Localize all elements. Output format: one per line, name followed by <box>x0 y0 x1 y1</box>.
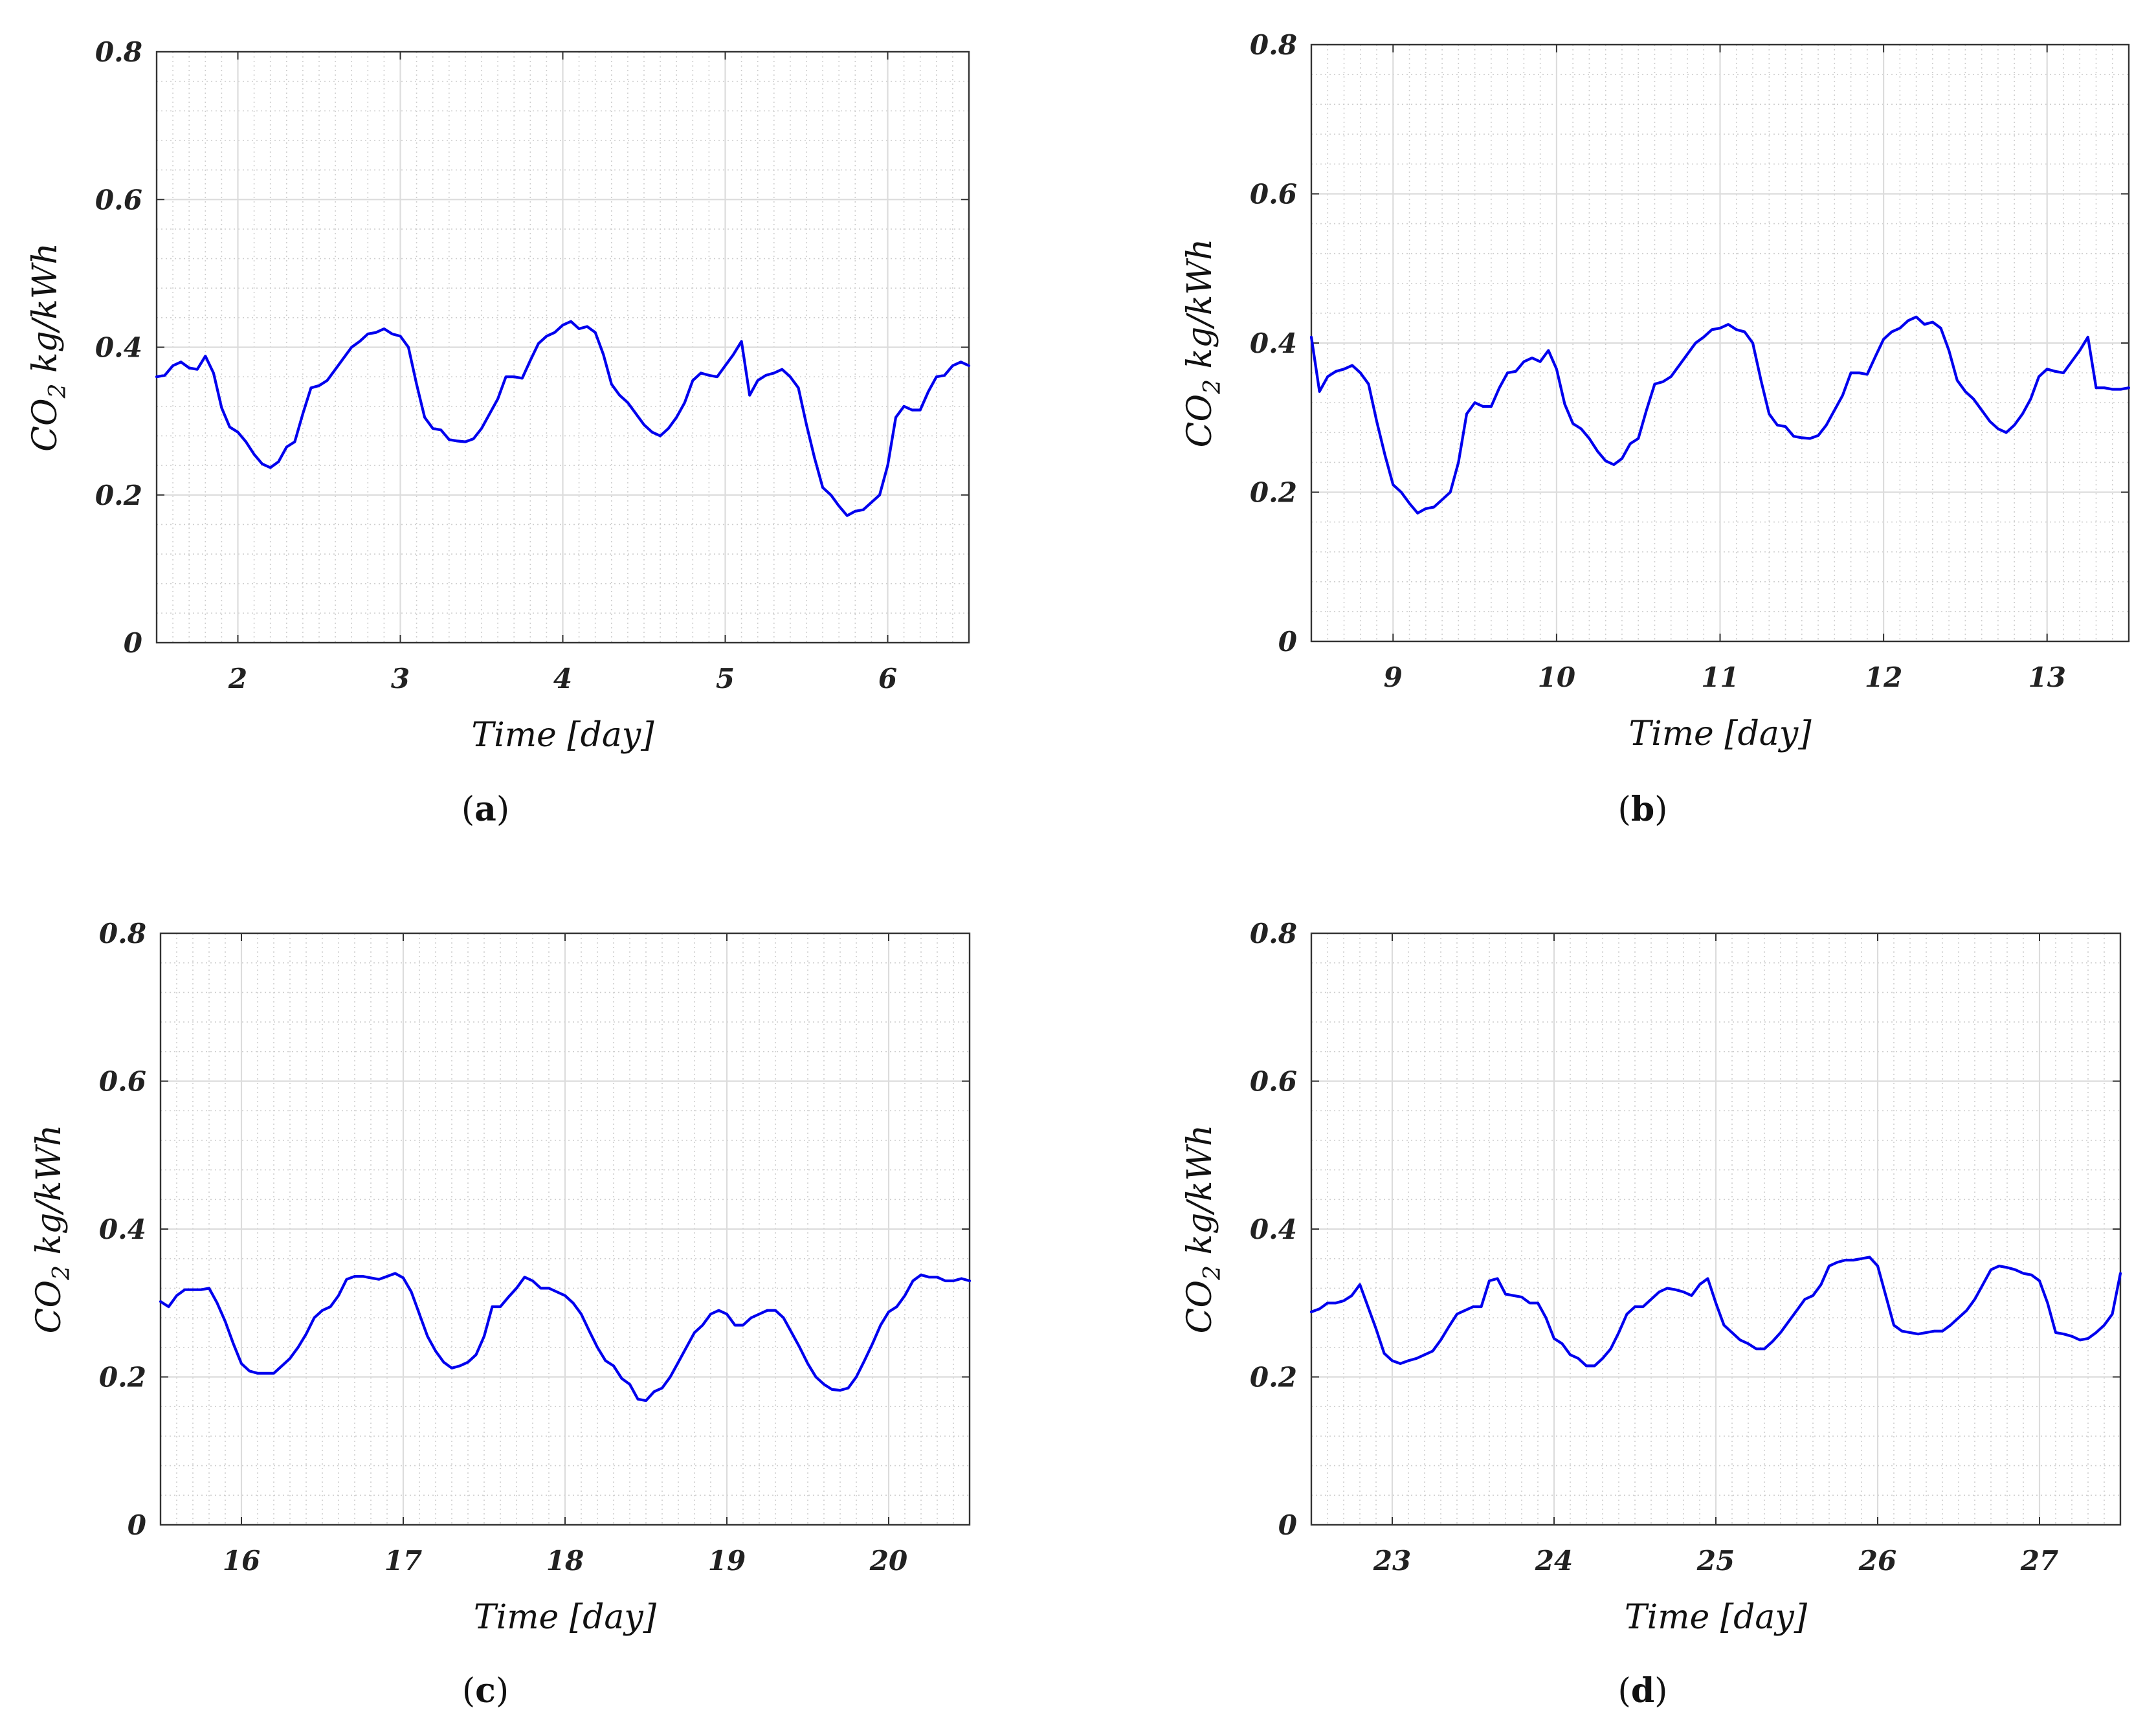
y-tick-label: 0.6 <box>1250 179 1297 210</box>
y-tick-label: 0 <box>128 1509 146 1541</box>
y-axis-label-subscript: 2 <box>45 383 71 399</box>
y-tick-label: 0.6 <box>1250 1066 1297 1098</box>
y-tick-label: 0.2 <box>95 480 142 511</box>
x-tick-label: 20 <box>869 1545 907 1577</box>
x-tick-label: 11 <box>1701 661 1739 693</box>
x-tick-label: 23 <box>1373 1545 1411 1577</box>
caption-letter: c <box>475 1671 496 1711</box>
y-tick-label: 0 <box>1278 626 1297 658</box>
y-axis-label-prefix: CO <box>1181 1280 1219 1333</box>
x-axis-label: Time [day] <box>474 1598 657 1637</box>
x-tick-label: 25 <box>1696 1545 1735 1577</box>
x-tick-label: 12 <box>1865 661 1902 693</box>
caption-open: ( <box>1618 790 1631 829</box>
panel-caption: (c) <box>462 1671 509 1711</box>
data-line <box>159 1272 972 1403</box>
y-axis-label-prefix: CO <box>1181 394 1219 447</box>
x-tick-label: 26 <box>1858 1545 1896 1577</box>
panel-c: 16 17 18 19 20 0 0.2 0.4 0.6 0.8 Time [day] CO2 kg/… <box>30 918 972 1711</box>
x-tick-label: 5 <box>716 663 735 694</box>
x-tick-label: 10 <box>1538 661 1575 693</box>
y-axis-label: CO2 kg/kWh <box>26 243 71 452</box>
data-line <box>1309 315 2131 515</box>
x-tick-label: 17 <box>384 1545 422 1577</box>
x-axis-label: Time [day] <box>1625 1598 1808 1637</box>
caption-close: ) <box>1654 790 1667 829</box>
panel-caption: (d) <box>1618 1671 1668 1711</box>
x-tick-label: 19 <box>708 1545 746 1577</box>
y-axis-label: CO2 kg/kWh <box>1181 239 1226 448</box>
y-tick-label: 0.4 <box>95 332 142 364</box>
y-tick-label: 0.8 <box>1250 918 1297 949</box>
panel-b: 9 10 11 12 13 0 0.2 0.4 0.6 0.8 Time [day] CO2 kg/k… <box>1181 29 2131 829</box>
panel-caption: (b) <box>1618 790 1668 829</box>
y-tick-label: 0.4 <box>99 1214 146 1245</box>
x-tick-label: 18 <box>546 1545 584 1577</box>
data-line <box>155 320 971 517</box>
tick-marks <box>1311 933 2120 1525</box>
panel-caption: (a) <box>461 790 509 829</box>
y-tick-label: 0 <box>124 627 142 659</box>
x-tick-label: 2 <box>228 663 247 694</box>
caption-letter: d <box>1631 1671 1654 1711</box>
x-tick-label: 4 <box>553 663 572 694</box>
x-tick-label: 9 <box>1384 661 1403 693</box>
y-tick-label: 0.2 <box>1250 477 1297 509</box>
caption-open: ( <box>461 790 474 829</box>
x-tick-label: 3 <box>391 663 410 694</box>
y-tick-label: 0.2 <box>1250 1362 1297 1393</box>
y-axis-label: CO2 kg/kWh <box>1181 1125 1226 1334</box>
y-axis-label-subscript: 2 <box>49 1265 75 1281</box>
caption-close: ) <box>496 790 509 829</box>
y-axis-label-subscript: 2 <box>1199 1265 1226 1281</box>
y-tick-label: 0.2 <box>99 1362 146 1393</box>
x-axis-label: Time [day] <box>1628 715 1812 753</box>
caption-close: ) <box>1654 1672 1667 1711</box>
caption-open: ( <box>462 1672 475 1711</box>
x-tick-label: 16 <box>223 1545 260 1577</box>
y-axis-label-unit: kg/kWh <box>26 243 65 383</box>
x-tick-label: 6 <box>878 663 897 694</box>
caption-open: ( <box>1618 1672 1631 1711</box>
y-tick-label: 0.8 <box>99 918 146 949</box>
x-tick-label: 27 <box>2020 1545 2058 1577</box>
caption-letter: a <box>474 790 496 829</box>
x-tick-label: 13 <box>2028 661 2065 693</box>
x-axis-label: Time [day] <box>471 716 654 755</box>
x-tick-label: 24 <box>1535 1545 1573 1577</box>
tick-marks <box>161 933 970 1525</box>
y-tick-label: 0 <box>1278 1509 1297 1541</box>
y-axis-label-subscript: 2 <box>1199 379 1226 395</box>
data-line <box>1309 1256 2122 1368</box>
panel-d: 23 24 25 26 27 0 0.2 0.4 0.6 0.8 Time [day] CO2 kg/… <box>1181 918 2122 1711</box>
y-axis-label-prefix: CO <box>30 1280 69 1333</box>
caption-close: ) <box>496 1672 509 1711</box>
y-tick-label: 0.6 <box>99 1066 146 1098</box>
y-axis-label: CO2 kg/kWh <box>30 1125 75 1334</box>
y-tick-label: 0.8 <box>95 36 142 68</box>
tick-marks <box>157 51 969 643</box>
caption-letter: b <box>1631 790 1654 829</box>
y-axis-label-unit: kg/kWh <box>30 1125 69 1265</box>
y-tick-label: 0.8 <box>1250 29 1297 61</box>
y-tick-label: 0.4 <box>1250 327 1297 359</box>
y-axis-label-unit: kg/kWh <box>1181 239 1219 379</box>
y-tick-label: 0.6 <box>95 184 142 216</box>
y-tick-label: 0.4 <box>1250 1214 1297 1245</box>
y-axis-label-unit: kg/kWh <box>1181 1125 1219 1265</box>
y-axis-label-prefix: CO <box>26 398 65 451</box>
